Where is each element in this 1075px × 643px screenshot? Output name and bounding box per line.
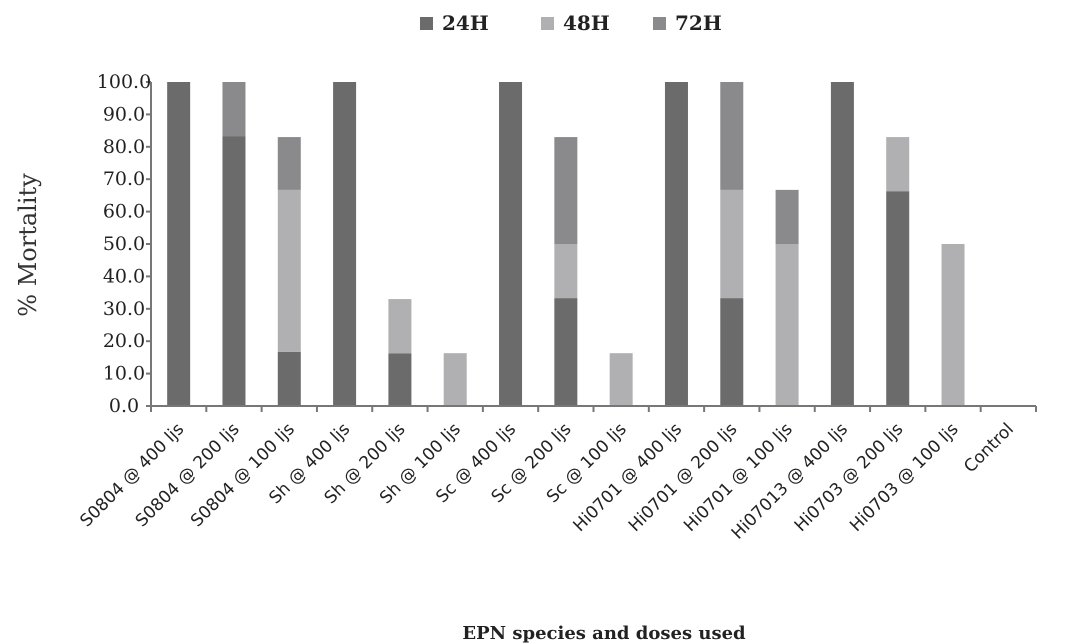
legend: 24H 48H 72H	[420, 11, 722, 35]
x-tick-label: S0804 @ 400 ljs	[76, 419, 188, 531]
y-tick-label: 60.0	[103, 201, 145, 223]
y-tick-label: 100.0	[97, 71, 151, 93]
bar-segment-72h	[720, 82, 744, 190]
bar-segment-24h	[830, 82, 854, 406]
x-axis-label: EPN species and doses used	[462, 623, 746, 643]
bar-segment-24h	[167, 82, 191, 406]
bar-segment-72h	[775, 189, 799, 244]
y-tick-label: 10.0	[103, 363, 145, 385]
y-tick-label: 70.0	[103, 168, 145, 190]
x-tick-label: Control	[960, 419, 1018, 477]
bar-segment-48h	[941, 244, 965, 406]
legend-swatch-24h	[420, 17, 433, 30]
legend-label-24h: 24H	[442, 11, 489, 35]
bar-segment-24h	[333, 82, 357, 406]
bar-segment-72h	[222, 82, 246, 137]
x-tick-label: S0804 @ 100 ljs	[187, 419, 299, 531]
bar-segment-24h	[886, 191, 910, 406]
bar-segment-24h	[277, 351, 301, 406]
legend-label-48h: 48H	[563, 11, 610, 35]
y-tick-label: 40.0	[103, 265, 145, 287]
legend-swatch-48h	[541, 17, 554, 30]
bar-segment-48h	[720, 189, 744, 299]
bar-segment-72h	[554, 137, 578, 244]
y-tick-label: 30.0	[103, 298, 145, 320]
y-tick-label: 50.0	[103, 233, 145, 255]
bar-segment-48h	[775, 244, 799, 406]
legend-swatch-72h	[653, 17, 666, 30]
bar-segment-48h	[554, 244, 578, 299]
legend-label-72h: 72H	[675, 11, 722, 35]
bar-segment-72h	[277, 137, 301, 190]
y-tick-label: 20.0	[103, 330, 145, 352]
y-axis-ticks: 0.0 10.0 20.0 30.0 40.0 50.0 60.0 70.0 80.0 90.0 1…	[97, 71, 151, 417]
bar-segment-24h	[664, 82, 688, 406]
y-tick-label: 90.0	[103, 103, 145, 125]
bar-segment-24h	[554, 298, 578, 406]
bar-segment-24h	[388, 353, 412, 406]
bars	[167, 82, 965, 406]
bar-segment-48h	[277, 189, 301, 352]
y-axis-label: % Mortality	[14, 173, 42, 317]
bar-segment-48h	[886, 137, 910, 192]
bar-segment-48h	[609, 353, 633, 406]
bar-segment-24h	[222, 136, 246, 406]
x-tick-label: Hi0703 @ 100 ljs	[846, 419, 963, 536]
bar-segment-48h	[388, 299, 412, 354]
y-tick-label: 0.0	[109, 395, 139, 417]
y-tick-label: 80.0	[103, 136, 145, 158]
bar-segment-48h	[443, 353, 467, 406]
x-tick-label: S0804 @ 200 ljs	[132, 419, 244, 531]
bar-segment-24h	[720, 298, 744, 406]
bar-segment-24h	[499, 82, 523, 406]
